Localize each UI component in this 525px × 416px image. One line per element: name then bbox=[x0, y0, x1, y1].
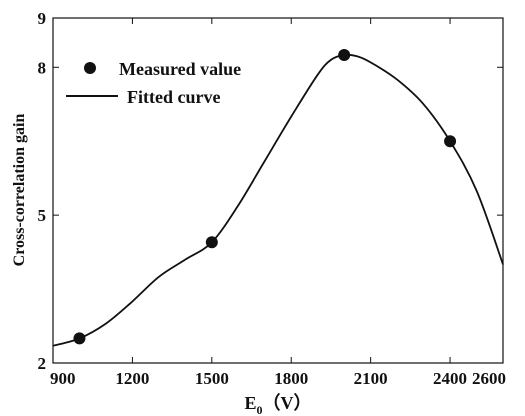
measured-point bbox=[205, 236, 218, 249]
y-tick-label: 5 bbox=[38, 206, 47, 225]
x-tick-label: 1500 bbox=[195, 369, 229, 388]
y-tick-label: 2 bbox=[38, 354, 47, 373]
measured-point bbox=[338, 48, 351, 61]
y-tick-label: 8 bbox=[38, 58, 47, 77]
x-tick-label: 1200 bbox=[115, 369, 149, 388]
x-axis-title-subscript: 0 bbox=[257, 403, 263, 416]
x-tick-label: 2100 bbox=[354, 369, 388, 388]
x-tick-label: 2600 bbox=[472, 369, 506, 388]
x-axis-title: E0（V） bbox=[244, 393, 311, 416]
legend-label-fitted: Fitted curve bbox=[127, 87, 220, 107]
y-axis-title: Cross-correlation gain bbox=[11, 114, 28, 267]
fitted-curve-layer bbox=[52, 53, 504, 347]
x-tick-label: 1800 bbox=[274, 369, 308, 388]
legend-marker-measured bbox=[84, 62, 96, 74]
measured-point bbox=[444, 135, 457, 148]
y-tick-label: 9 bbox=[38, 9, 47, 28]
fitted-curve-line bbox=[52, 53, 504, 347]
legend: Measured value Fitted curve bbox=[66, 59, 241, 107]
plot-frame bbox=[52, 17, 504, 364]
x-tick-label: 900 bbox=[50, 369, 76, 388]
x-axis-title-symbol: E bbox=[244, 393, 256, 413]
measured-markers-layer bbox=[73, 48, 457, 345]
x-tick-label: 2400 bbox=[433, 369, 467, 388]
axis-ticks: 900 1200 1500 1800 2100 2400 2600 2 5 8 9 bbox=[38, 9, 507, 388]
measured-point bbox=[73, 332, 86, 345]
legend-label-measured: Measured value bbox=[119, 59, 241, 79]
x-axis-title-unit: （V） bbox=[263, 393, 312, 413]
